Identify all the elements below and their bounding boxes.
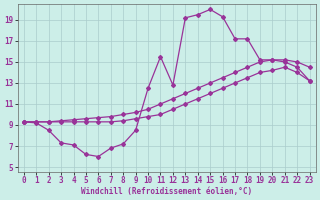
X-axis label: Windchill (Refroidissement éolien,°C): Windchill (Refroidissement éolien,°C) (81, 187, 252, 196)
